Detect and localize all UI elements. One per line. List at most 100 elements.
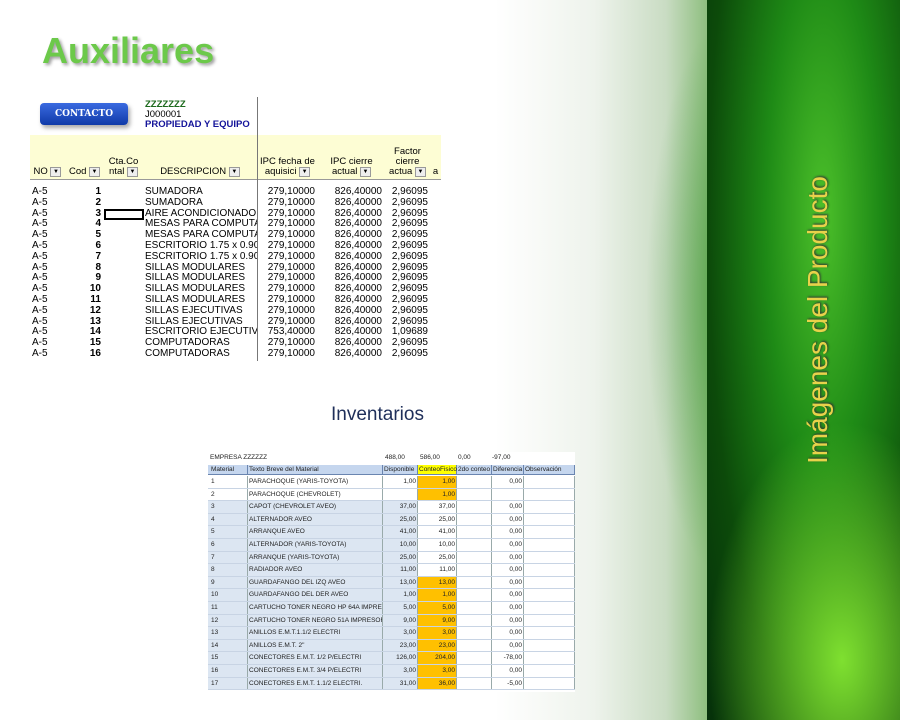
cell[interactable]: A-5 <box>32 197 48 208</box>
cell[interactable]: 826,40000 <box>334 197 382 208</box>
cell[interactable]: 1,00 <box>418 589 457 601</box>
cell[interactable]: 2,96095 <box>391 273 428 284</box>
cell[interactable] <box>457 513 492 526</box>
cell[interactable]: 2,96095 <box>391 251 428 262</box>
cell[interactable]: 2,96095 <box>391 219 428 230</box>
cell[interactable]: 8 <box>210 564 248 576</box>
cell[interactable]: 2,96095 <box>391 197 428 208</box>
cell[interactable]: 3,00 <box>383 665 418 677</box>
cell[interactable]: ALTERNADOR AVEO <box>248 513 383 526</box>
cell[interactable]: 3,00 <box>383 627 418 639</box>
cell[interactable]: 16 <box>89 349 101 359</box>
cell[interactable]: 0,00 <box>492 551 524 564</box>
cell[interactable]: ANILLOS E.M.T. 2" <box>248 639 383 652</box>
cell[interactable] <box>492 488 524 501</box>
cell[interactable]: 826,40000 <box>334 208 382 219</box>
cell[interactable] <box>457 476 492 488</box>
cell[interactable]: 2,96095 <box>391 295 428 305</box>
cell[interactable]: 3 <box>210 501 248 513</box>
cell[interactable]: ARRANQUE AVEO <box>248 526 383 538</box>
cell[interactable]: PARACHOQUE (YARIS-TOYOTA) <box>248 476 383 488</box>
cell[interactable]: 1 <box>95 187 101 197</box>
cell[interactable]: 2,96095 <box>391 208 428 219</box>
observation-cell[interactable] <box>524 488 575 501</box>
cell[interactable]: 279,10000 <box>267 305 315 316</box>
cell[interactable]: 7 <box>210 551 248 564</box>
observation-cell[interactable] <box>524 476 575 488</box>
cell[interactable]: AIRE ACONDICIONADO <box>145 208 257 219</box>
cell[interactable]: 826,40000 <box>334 230 382 241</box>
cell[interactable]: SILLAS MODULARES <box>145 295 246 305</box>
cell[interactable]: CONECTORES E.M.T. 1/2 P/ELECTRI <box>248 652 383 664</box>
cell[interactable]: 279,10000 <box>267 187 315 197</box>
cell[interactable]: 3,00 <box>418 627 457 639</box>
cell[interactable]: SILLAS EJECUTIVAS <box>145 305 243 316</box>
cell[interactable]: 6 <box>210 539 248 551</box>
cell[interactable]: 10,00 <box>418 539 457 551</box>
cell[interactable]: SILLAS MODULARES <box>145 284 246 295</box>
observation-cell[interactable] <box>524 677 575 690</box>
cell[interactable]: SILLAS MODULARES <box>145 262 246 273</box>
cell[interactable]: 37,00 <box>418 501 457 513</box>
cell[interactable]: 9,00 <box>418 614 457 627</box>
cell[interactable]: 826,40000 <box>334 187 382 197</box>
cell[interactable]: 0,00 <box>492 501 524 513</box>
cell[interactable]: 14 <box>210 639 248 652</box>
cell[interactable]: 1 <box>210 476 248 488</box>
cell[interactable]: 826,40000 <box>334 219 382 230</box>
cell[interactable]: 826,40000 <box>334 284 382 295</box>
cell[interactable]: ESCRITORIO 1.75 x 0.90 <box>145 251 257 262</box>
cell[interactable]: 37,00 <box>383 501 418 513</box>
cell[interactable] <box>457 539 492 551</box>
cell[interactable] <box>383 488 418 501</box>
cell[interactable]: COMPUTADORAS <box>145 349 230 359</box>
observation-cell[interactable] <box>524 665 575 677</box>
cell[interactable]: 4 <box>210 513 248 526</box>
observation-cell[interactable] <box>524 513 575 526</box>
cell[interactable]: 2 <box>210 488 248 501</box>
cell[interactable]: 279,10000 <box>267 251 315 262</box>
cell[interactable]: ANILLOS E.M.T.1.1/2 ELECTRI <box>248 627 383 639</box>
cell[interactable] <box>457 639 492 652</box>
cell[interactable]: -78,00 <box>492 652 524 664</box>
cell[interactable]: 7 <box>95 251 101 262</box>
cell[interactable]: MESAS PARA COMPUTAI <box>145 230 257 241</box>
cell[interactable]: 753,40000 <box>267 327 315 338</box>
observation-cell[interactable] <box>524 551 575 564</box>
cell[interactable]: 279,10000 <box>267 273 315 284</box>
cell[interactable]: 279,10000 <box>267 316 315 327</box>
cell[interactable]: RADIADOR AVEO <box>248 564 383 576</box>
filter-dropdown-icon[interactable]: ▼ <box>299 167 311 177</box>
cell[interactable]: 5,00 <box>383 602 418 614</box>
cell[interactable]: CONECTORES E.M.T. 3/4 P/ELECTRI <box>248 665 383 677</box>
selected-cell[interactable] <box>104 208 144 220</box>
cell[interactable]: 826,40000 <box>334 349 382 359</box>
cell[interactable]: 826,40000 <box>334 251 382 262</box>
cell[interactable]: A-5 <box>32 295 48 305</box>
cell[interactable]: 11,00 <box>418 564 457 576</box>
cell[interactable]: A-5 <box>32 316 48 327</box>
filter-dropdown-icon[interactable]: ▼ <box>89 167 101 177</box>
cell[interactable]: A-5 <box>32 187 48 197</box>
cell[interactable]: ESCRITORIO EJECUTIVO <box>145 327 257 338</box>
cell[interactable]: ESCRITORIO 1.75 x 0.90 <box>145 241 257 251</box>
cell[interactable]: 11 <box>90 295 101 305</box>
cell[interactable]: A-5 <box>32 262 48 273</box>
observation-cell[interactable] <box>524 501 575 513</box>
cell[interactable]: 2,96095 <box>391 230 428 241</box>
cell[interactable]: 9 <box>95 273 101 284</box>
cell[interactable]: 13 <box>89 316 101 327</box>
cell[interactable]: A-5 <box>32 219 48 230</box>
cell[interactable]: CONECTORES E.M.T. 1.1/2 ELECTRI. <box>248 677 383 690</box>
cell[interactable] <box>457 526 492 538</box>
cell[interactable]: 279,10000 <box>267 262 315 273</box>
observation-cell[interactable] <box>524 602 575 614</box>
cell[interactable]: 23,00 <box>383 639 418 652</box>
cell[interactable]: 0,00 <box>492 665 524 677</box>
cell[interactable]: 13,00 <box>418 576 457 589</box>
cell[interactable]: 13,00 <box>383 576 418 589</box>
cell[interactable]: 0,00 <box>492 513 524 526</box>
cell[interactable]: GUARDAFANGO DEL DER AVEO <box>248 589 383 601</box>
cell[interactable]: 1,09689 <box>391 327 428 338</box>
cell[interactable]: 826,40000 <box>334 295 382 305</box>
